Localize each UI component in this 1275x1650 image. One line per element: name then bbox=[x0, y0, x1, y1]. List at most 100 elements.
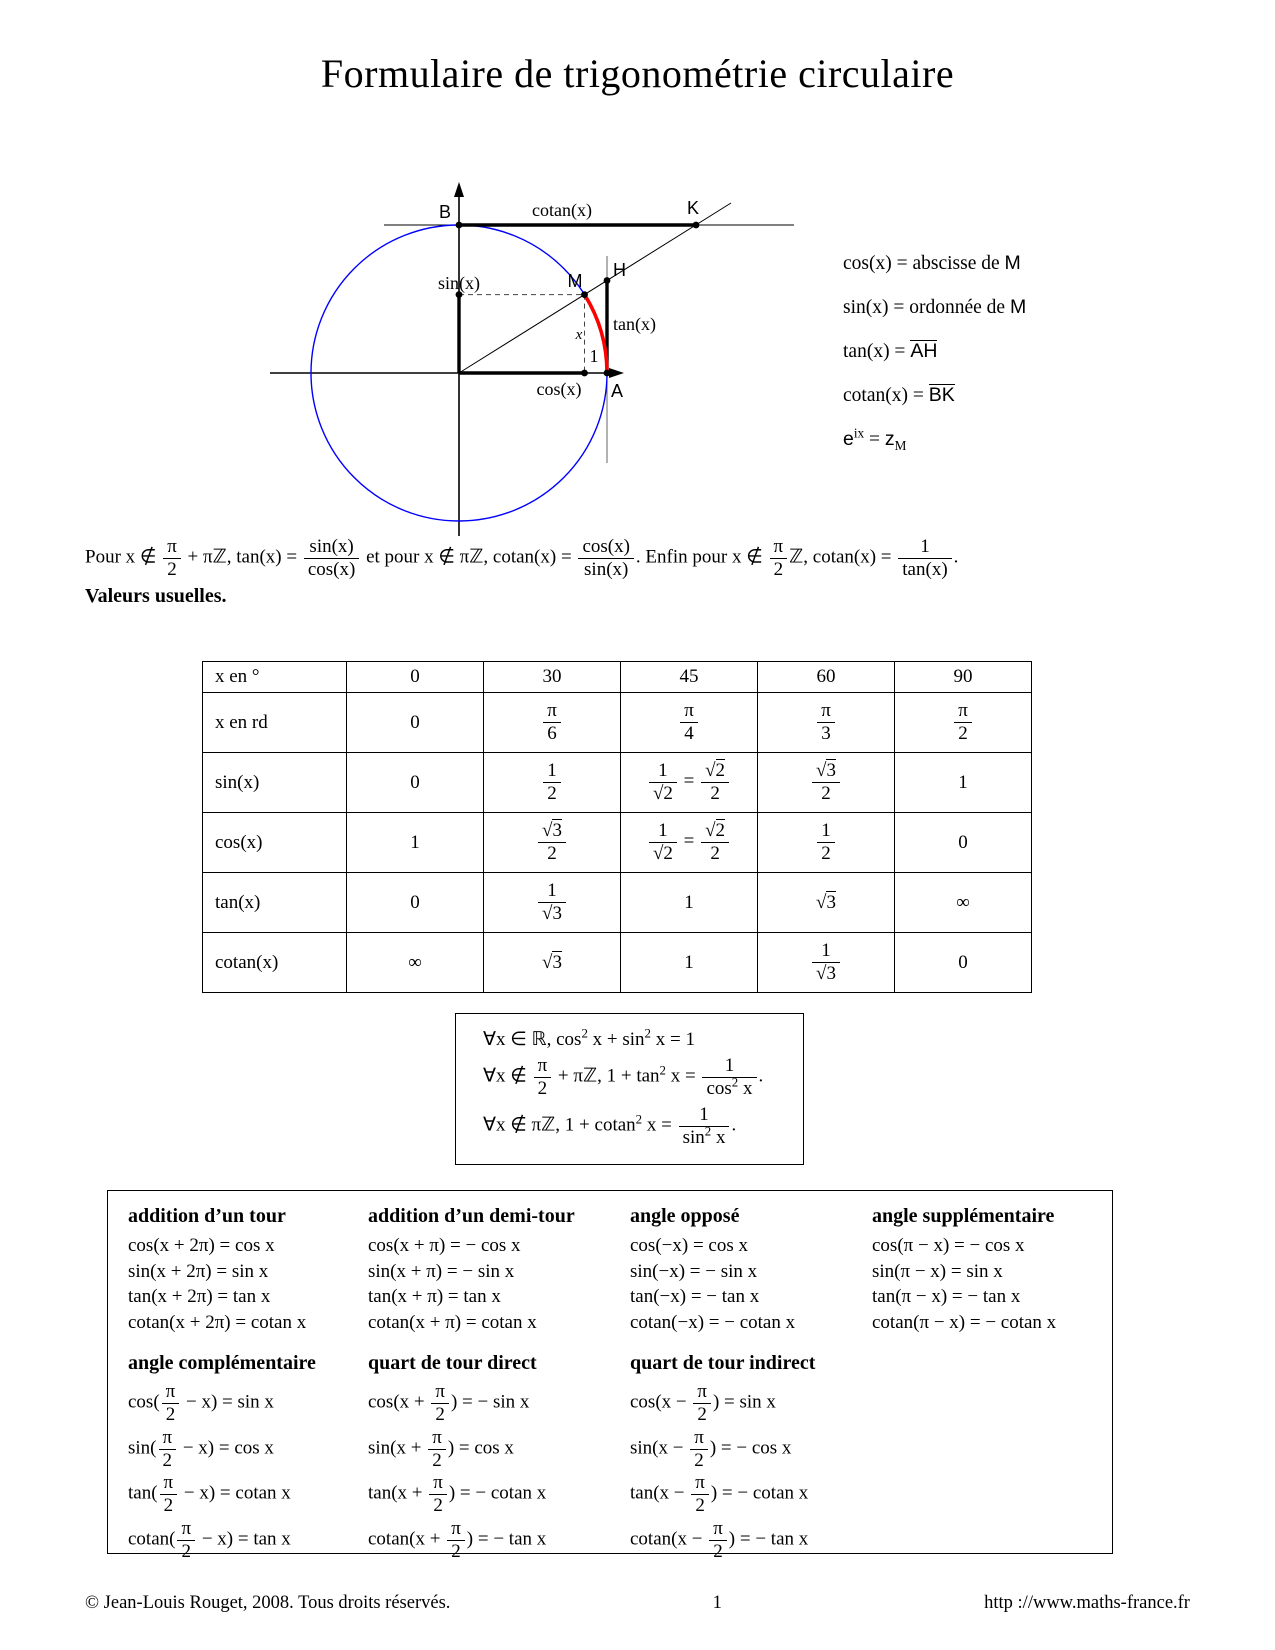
value-cell: 1 bbox=[894, 752, 1032, 813]
value-cell: 1 √3 bbox=[483, 872, 621, 933]
value-cell: ∞ bbox=[346, 932, 484, 993]
values-table-body: x en ° 0 30 45 60 90 x en rd 0 π 6 π 4 π 3 π 2 sin(x) 0 1 2… bbox=[202, 661, 1032, 993]
formula-line: cotan(x + π 2) = − tan x bbox=[368, 1518, 547, 1562]
formula-line: sin(x + π) = − sin x bbox=[368, 1260, 515, 1282]
formula-line: tan(x + 2π) = tan x bbox=[128, 1286, 271, 1307]
value-cell: 0 bbox=[346, 752, 484, 813]
formula-line: cotan(x + 2π) = cotan x bbox=[128, 1311, 307, 1333]
formula-grid: addition d’un tour cos(x + 2π) = cos x sin… bbox=[128, 1205, 1112, 1564]
page-number: 1 bbox=[712, 1593, 722, 1613]
formula-line: cotan(π 2 − x) = tan x bbox=[128, 1518, 291, 1562]
values-table: x en ° 0 30 45 60 90 x en rd 0 π 6 π 4 π 3 π 2 sin(x) 0 1 2… bbox=[202, 661, 1032, 993]
value-cell: ∞ bbox=[894, 872, 1032, 933]
value-cell: 0 bbox=[894, 812, 1032, 873]
identity-line: ∀x ∉ πℤ, 1 + cotan2 x = 1 sin2 x. bbox=[483, 1103, 737, 1148]
value-cell: 60 bbox=[757, 661, 895, 693]
value-cell: √3 bbox=[483, 932, 621, 993]
formula-line: sin(x + 2π) = sin x bbox=[128, 1260, 269, 1282]
formula-section: addition d’un tour cos(x + 2π) = cos x sin… bbox=[128, 1205, 368, 1336]
label-B: B bbox=[439, 202, 451, 222]
definition-cotan: cotan(x) = BK bbox=[843, 384, 955, 406]
formula-line: tan(π 2 − x) = cotan x bbox=[128, 1472, 291, 1517]
value-cell: 1 bbox=[346, 812, 484, 873]
section-header: addition d’un tour bbox=[128, 1205, 286, 1227]
formula-line: sin(π 2 − x) = cos x bbox=[128, 1426, 274, 1471]
value-cell: 0 bbox=[346, 661, 484, 693]
row-header-cell: cos(x) bbox=[202, 812, 347, 873]
table-row: x en ° 0 30 45 60 90 bbox=[202, 661, 1032, 693]
value-cell: 1 √2 = √2 2 bbox=[620, 812, 758, 873]
value-cell: 0 bbox=[346, 872, 484, 933]
unit-circle-diagram: B cotan(x) K M H sin(x) tan(x) x 1 cos(x… bbox=[270, 182, 794, 536]
values-heading: Valeurs usuelles. bbox=[85, 585, 227, 607]
formula-line: cos(x + π) = − cos x bbox=[368, 1235, 521, 1256]
angle-arc bbox=[582, 293, 609, 374]
section-header: addition d’un demi-tour bbox=[368, 1205, 575, 1227]
formula-line: cos(π − x) = − cos x bbox=[872, 1235, 1025, 1256]
formula-line: tan(x − π 2) = − cotan x bbox=[630, 1472, 809, 1517]
definition-sin: sin(x) = ordonnée de M bbox=[843, 296, 1027, 318]
point-M bbox=[581, 291, 588, 298]
table-row: x en rd 0 π 6 π 4 π 3 π 2 bbox=[202, 692, 1032, 753]
formula-line: cotan(−x) = − cotan x bbox=[630, 1311, 796, 1333]
point-B bbox=[455, 221, 463, 229]
row-header-cell: x en ° bbox=[202, 661, 347, 693]
formula-section: addition d’un demi-tour cos(x + π) = − co… bbox=[368, 1205, 630, 1336]
value-cell: 1 bbox=[620, 932, 758, 993]
value-cell: 1 √2 = √2 2 bbox=[620, 752, 758, 813]
row-header-cell: x en rd bbox=[202, 692, 347, 753]
definitions-list: cos(x) = abscisse de M sin(x) = ordonnée… bbox=[843, 252, 1026, 472]
label-M: M bbox=[568, 271, 583, 291]
section-header: angle supplémentaire bbox=[872, 1205, 1055, 1227]
formula-line: sin(π − x) = sin x bbox=[872, 1260, 1003, 1282]
formula-section: quart de tour indirect cos(x − π 2) = sin … bbox=[630, 1352, 872, 1564]
sin-projection-point bbox=[455, 291, 463, 298]
formula-section: angle opposé cos(−x) = cos x sin(−x) = − s… bbox=[630, 1205, 872, 1336]
value-cell: 1 √3 bbox=[757, 932, 895, 993]
table-row: cotan(x) ∞ √3 1 1 √3 0 bbox=[202, 932, 1032, 993]
table-row: tan(x) 0 1 √3 1 √3 ∞ bbox=[202, 872, 1032, 933]
x-axis-arrow bbox=[609, 368, 624, 378]
value-cell: √3 bbox=[757, 872, 895, 933]
website-url: http ://www.maths-france.fr bbox=[984, 1593, 1190, 1613]
label-one: 1 bbox=[590, 346, 599, 366]
value-cell: √3 2 bbox=[483, 812, 621, 873]
label-K: K bbox=[687, 198, 699, 218]
formula-line: sin(x − π 2) = − cos x bbox=[630, 1426, 792, 1471]
formula-line: cos(x − π 2) = sin x bbox=[630, 1381, 776, 1425]
point-H bbox=[603, 277, 611, 284]
row-header-cell: tan(x) bbox=[202, 872, 347, 933]
section-header: quart de tour direct bbox=[368, 1352, 537, 1374]
label-angle-x: x bbox=[575, 327, 583, 343]
formula-line: tan(x + π 2) = − cotan x bbox=[368, 1472, 547, 1517]
formula-line: cotan(x − π 2) = − tan x bbox=[630, 1518, 809, 1562]
point-A bbox=[603, 369, 611, 377]
label-A: A bbox=[611, 381, 623, 401]
formula-line: sin(x + π 2) = cos x bbox=[368, 1426, 514, 1471]
y-axis-arrow bbox=[454, 182, 464, 197]
definition-exponential: eix = zM bbox=[843, 425, 907, 453]
page-footer: © Jean-Louis Rouget, 2008. Tous droits r… bbox=[85, 1593, 1190, 1614]
section-header: angle opposé bbox=[630, 1205, 740, 1227]
value-cell: 1 bbox=[620, 872, 758, 933]
transformation-formulas-box: addition d’un tour cos(x + 2π) = cos x sin… bbox=[107, 1190, 1113, 1562]
value-cell: √3 2 bbox=[757, 752, 895, 813]
formula-line: cos(x + 2π) = cos x bbox=[128, 1235, 275, 1256]
angle-ray bbox=[458, 202, 732, 374]
formula-line: cotan(x + π) = cotan x bbox=[368, 1311, 537, 1333]
value-cell: 30 bbox=[483, 661, 621, 693]
formula-line: tan(−x) = − tan x bbox=[630, 1286, 760, 1307]
value-cell: 0 bbox=[894, 932, 1032, 993]
section-header: quart de tour indirect bbox=[630, 1352, 816, 1374]
